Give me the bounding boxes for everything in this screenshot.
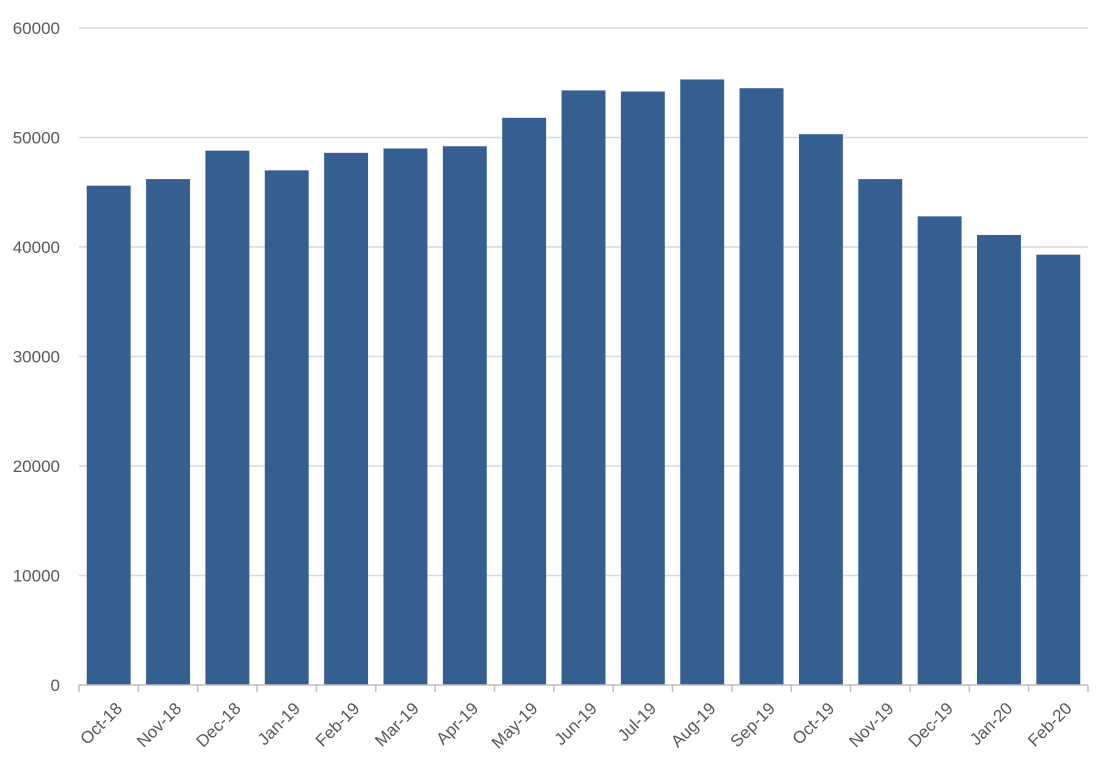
y-tick-label: 10000 (13, 567, 60, 586)
bar (502, 117, 547, 686)
y-tick-label: 30000 (13, 348, 60, 367)
bar (442, 146, 487, 685)
x-axis-ticks (78, 685, 1089, 692)
bar (739, 88, 784, 686)
y-tick-label: 60000 (13, 19, 60, 38)
x-tick-label: Apr-19 (433, 699, 483, 749)
bar (324, 152, 369, 685)
x-tick-label: Feb-20 (1024, 699, 1076, 751)
x-tick-label: Nov-18 (133, 699, 185, 751)
x-tick-label: Oct-19 (789, 699, 839, 749)
x-tick-label: Dec-19 (905, 699, 957, 751)
y-axis-tick-labels: 0 10000 20000 30000 40000 50000 60000 (13, 19, 60, 695)
x-axis-tick-labels: Oct-18 Nov-18 Dec-18 Jan-19 Feb-19 Mar-19 Apr-… (76, 699, 1075, 753)
y-tick-label: 40000 (13, 238, 60, 257)
bar (798, 134, 843, 686)
x-tick-label: Jan-19 (254, 699, 304, 749)
bar (620, 91, 665, 685)
x-tick-label: Mar-19 (371, 699, 423, 751)
x-tick-label: Feb-19 (312, 699, 364, 751)
x-tick-label: Aug-19 (667, 699, 719, 751)
x-tick-label: Dec-18 (193, 699, 245, 751)
y-tick-label: 0 (51, 676, 60, 695)
bar (917, 216, 962, 685)
x-tick-label: Jun-19 (551, 699, 601, 749)
bars (86, 79, 1081, 686)
x-tick-label: May-19 (488, 699, 542, 753)
bar (977, 234, 1021, 685)
y-tick-label: 20000 (13, 457, 60, 476)
bar (680, 79, 725, 686)
x-tick-label: Jan-20 (966, 699, 1016, 749)
bar (383, 148, 428, 685)
x-tick-label: Oct-18 (76, 699, 126, 749)
bar (146, 179, 190, 686)
y-tick-label: 50000 (13, 129, 60, 148)
bar (1036, 254, 1081, 686)
x-tick-label: Jul-19 (614, 699, 660, 745)
bar (205, 150, 250, 685)
x-tick-label: Nov-19 (845, 699, 897, 751)
bar (264, 170, 309, 686)
bar (86, 185, 131, 685)
x-tick-label: Sep-19 (727, 699, 779, 751)
bar (858, 179, 903, 686)
bar (561, 90, 606, 686)
